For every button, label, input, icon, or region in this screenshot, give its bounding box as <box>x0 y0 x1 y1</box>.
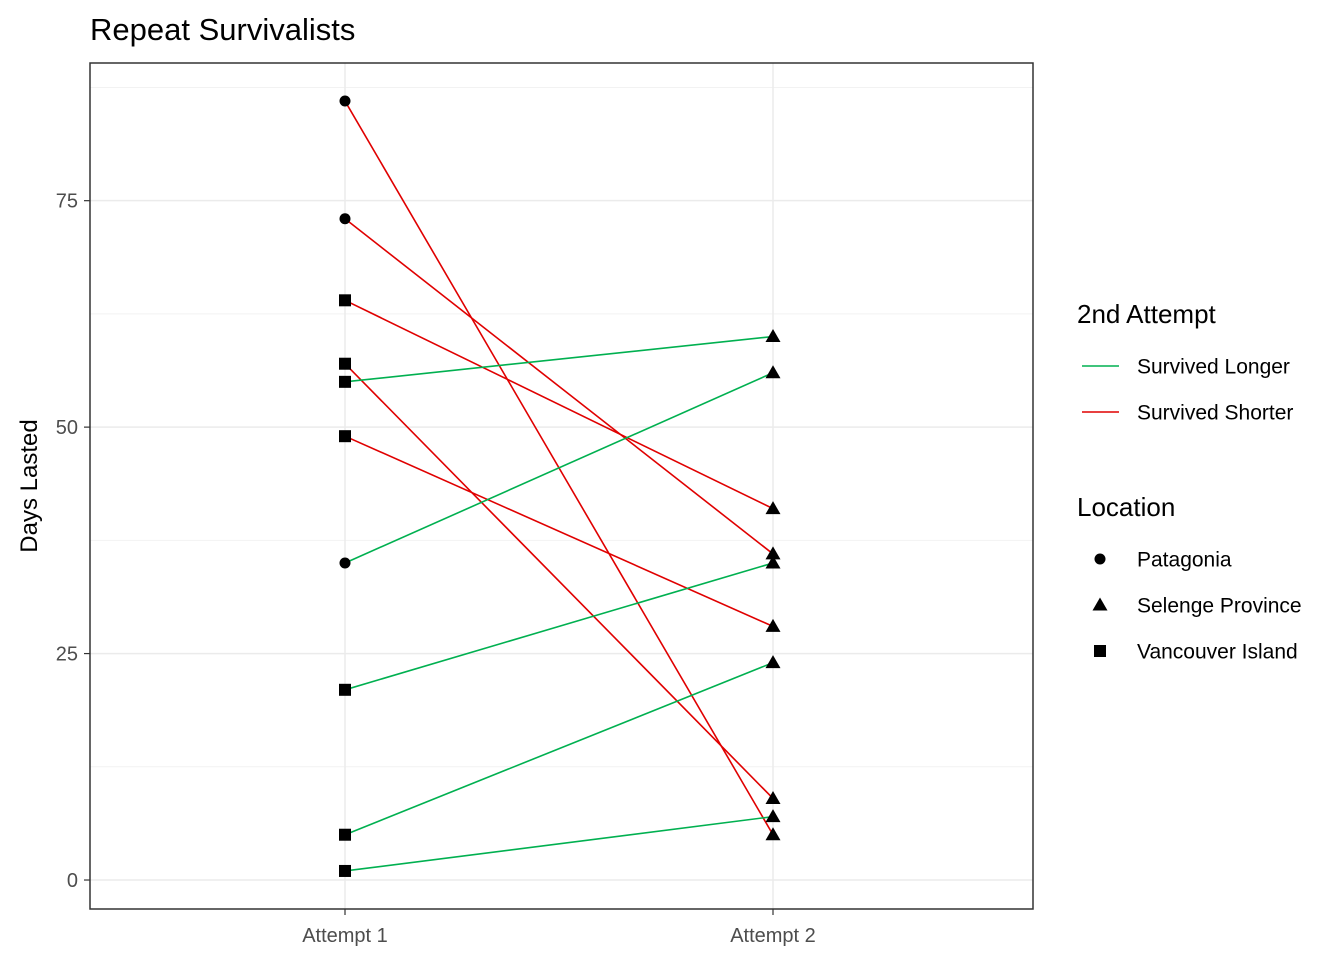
legend-label-outcome: Survived Shorter <box>1137 402 1293 425</box>
y-tick-label: 75 <box>56 191 78 213</box>
y-tick-label: 0 <box>67 870 78 892</box>
legend-label-location: Patagonia <box>1137 549 1232 572</box>
legend: 2nd Attempt Survived Longer Survived Short… <box>1077 299 1302 664</box>
point-attempt2-6 <box>765 618 781 632</box>
y-tick-label: 50 <box>56 417 78 439</box>
point-attempt2-4 <box>765 790 781 804</box>
legend-key-square <box>1094 645 1106 657</box>
legend-title-outcome: 2nd Attempt <box>1077 299 1217 329</box>
point-attempt2-10 <box>765 809 781 823</box>
point-attempt2-2 <box>765 546 781 560</box>
chart-title: Repeat Survivalists <box>90 12 355 47</box>
y-tick-label: 25 <box>56 644 78 666</box>
point-attempt1-3 <box>339 294 351 307</box>
series-line-2 <box>344 218 774 555</box>
series-line-9 <box>344 661 774 836</box>
point-attempt1-9 <box>339 828 351 841</box>
x-tick-label: Attempt 2 <box>730 925 816 947</box>
point-layer <box>339 95 781 877</box>
legend-title-location: Location <box>1077 492 1175 522</box>
point-attempt1-1 <box>339 95 351 107</box>
point-attempt1-6 <box>339 430 351 443</box>
axis-layer: 0 25 50 75 Attempt 1 Attempt 2 <box>56 191 816 947</box>
point-attempt2-9 <box>765 655 781 669</box>
series-line-8 <box>344 562 774 691</box>
point-attempt2-8 <box>765 555 781 569</box>
series-line-4 <box>344 363 774 800</box>
series-line-7 <box>344 372 774 564</box>
point-attempt2-5 <box>765 329 781 343</box>
point-attempt1-2 <box>339 213 351 225</box>
legend-key-triangle <box>1092 597 1108 611</box>
point-attempt2-7 <box>765 365 781 379</box>
series-line-3 <box>344 299 774 510</box>
x-tick-label: Attempt 1 <box>302 925 388 947</box>
series-line-10 <box>344 815 774 872</box>
legend-label-outcome: Survived Longer <box>1137 356 1290 379</box>
line-layer <box>344 100 774 872</box>
point-attempt1-10 <box>339 864 351 877</box>
plot-panel-background <box>90 63 1033 909</box>
point-attempt2-1 <box>765 827 781 841</box>
series-line-6 <box>344 435 774 628</box>
point-attempt1-7 <box>339 557 351 569</box>
legend-label-location: Vancouver Island <box>1137 641 1298 664</box>
legend-key-circle <box>1094 553 1106 565</box>
y-axis-title: Days Lasted <box>16 419 43 552</box>
point-attempt1-5 <box>339 375 351 388</box>
point-attempt2-3 <box>765 501 781 515</box>
legend-label-location: Selenge Province <box>1137 595 1302 618</box>
grid-layer <box>90 63 1033 909</box>
point-attempt1-4 <box>339 357 351 370</box>
plot-panel-border <box>89 62 1034 910</box>
point-attempt1-8 <box>339 683 351 696</box>
series-line-5 <box>344 335 774 383</box>
